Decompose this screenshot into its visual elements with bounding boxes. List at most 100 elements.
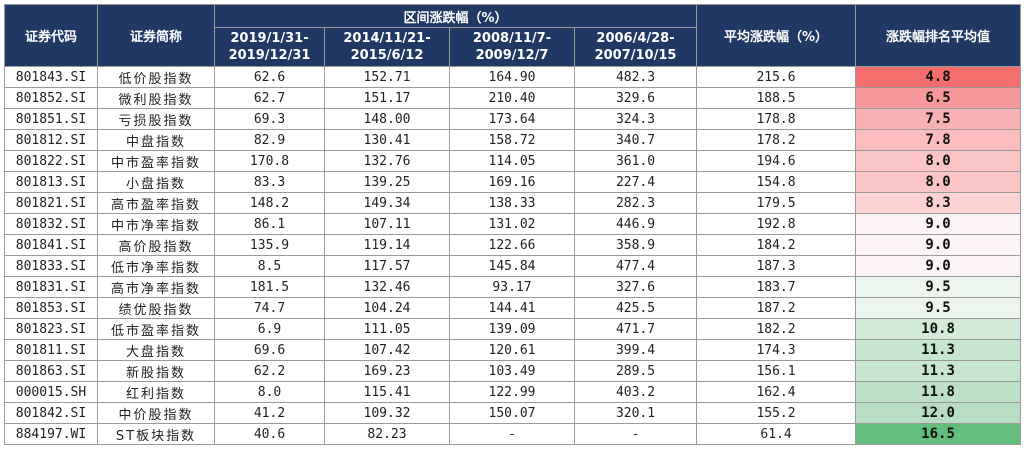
cell-period-4: 320.1 (573, 402, 698, 424)
cell-avg: 156.1 (696, 360, 857, 382)
header-period-2: 2014/11/21- 2015/6/12 (324, 27, 450, 67)
cell-name: 低市净率指数 (97, 255, 215, 277)
cell-avg: 178.2 (696, 129, 857, 151)
cell-period-3: 122.99 (449, 381, 575, 403)
cell-avg: 174.3 (696, 339, 857, 361)
cell-period-3: 138.33 (449, 192, 575, 214)
cell-period-1: 170.8 (214, 150, 325, 172)
cell-avg: 188.5 (696, 87, 857, 109)
cell-period-2: 109.32 (324, 402, 450, 424)
cell-period-2: 111.05 (324, 318, 450, 340)
cell-code: 884197.WI (4, 423, 98, 445)
cell-period-3: 122.66 (449, 234, 575, 256)
cell-rank-avg: 11.3 (855, 339, 1022, 361)
cell-code: 801853.SI (4, 297, 98, 319)
header-name: 证券简称 (97, 4, 215, 67)
cell-period-3: - (449, 423, 575, 445)
cell-period-1: 8.0 (214, 381, 325, 403)
cell-code: 801852.SI (4, 87, 98, 109)
cell-period-1: 82.9 (214, 129, 325, 151)
cell-period-1: 135.9 (214, 234, 325, 256)
cell-rank-avg: 8.0 (855, 150, 1022, 172)
cell-period-2: 107.11 (324, 213, 450, 235)
cell-period-3: 173.64 (449, 108, 575, 130)
cell-name: 大盘指数 (97, 339, 215, 361)
header-interval-group: 区间涨跌幅（%） (213, 4, 698, 28)
cell-name: 高市盈率指数 (97, 192, 215, 214)
table-row: 884197.WI ST板块指数 40.6 82.23- -61.4 16.5 (4, 423, 1022, 445)
cell-avg: 61.4 (696, 423, 857, 445)
cell-period-2: 151.17 (324, 87, 450, 109)
cell-name: 中盘指数 (97, 129, 215, 151)
cell-avg: 179.5 (696, 192, 857, 214)
table-row: 801813.SI 小盘指数 83.3 139.25 169.16 227.4 154.8 8… (4, 171, 1022, 193)
cell-avg: 183.7 (696, 276, 857, 298)
cell-rank-avg: 4.8 (855, 66, 1022, 88)
cell-rank-avg: 7.5 (855, 108, 1022, 130)
cell-rank-avg: 9.5 (855, 297, 1022, 319)
header-period-4: 2006/4/28- 2007/10/15 (573, 27, 698, 67)
cell-period-3: 150.07 (449, 402, 575, 424)
cell-period-2: 130.41 (324, 129, 450, 151)
cell-period-2: 119.14 (324, 234, 450, 256)
cell-period-1: 69.3 (214, 108, 325, 130)
cell-period-4: 358.9 (573, 234, 698, 256)
cell-avg: 187.3 (696, 255, 857, 277)
cell-rank-avg: 9.0 (855, 213, 1022, 235)
cell-rank-avg: 12.0 (855, 402, 1022, 424)
cell-name: 微利股指数 (97, 87, 215, 109)
cell-period-3: 120.61 (449, 339, 575, 361)
cell-code: 801863.SI (4, 360, 98, 382)
cell-period-3: 158.72 (449, 129, 575, 151)
table-row: 801833.SI 低市净率指数 8.5 117.57 145.84 477.4 187.3… (4, 255, 1022, 277)
cell-period-1: 181.5 (214, 276, 325, 298)
cell-name: 亏损股指数 (97, 108, 215, 130)
cell-period-1: 62.6 (214, 66, 325, 88)
cell-code: 801851.SI (4, 108, 98, 130)
cell-name: 低市盈率指数 (97, 318, 215, 340)
cell-code: 801823.SI (4, 318, 98, 340)
cell-avg: 184.2 (696, 234, 857, 256)
table-body: 801843.SI 低价股指数 62.6 152.71 164.90 482.3 215.6… (4, 66, 1022, 445)
cell-avg: 194.6 (696, 150, 857, 172)
cell-period-4: 227.4 (573, 171, 698, 193)
cell-name: 低价股指数 (97, 66, 215, 88)
cell-period-4: 477.4 (573, 255, 698, 277)
cell-period-4: 403.2 (573, 381, 698, 403)
cell-period-2: 117.57 (324, 255, 450, 277)
cell-code: 801842.SI (4, 402, 98, 424)
cell-period-4: 446.9 (573, 213, 698, 235)
cell-code: 801841.SI (4, 234, 98, 256)
cell-code: 801833.SI (4, 255, 98, 277)
cell-period-2: 148.00 (324, 108, 450, 130)
cell-period-3: 169.16 (449, 171, 575, 193)
table-row: 801823.SI 低市盈率指数 6.9 111.05 139.09 471.7 182.2… (4, 318, 1022, 340)
cell-name: 中市盈率指数 (97, 150, 215, 172)
cell-period-3: 139.09 (449, 318, 575, 340)
cell-rank-avg: 11.3 (855, 360, 1022, 382)
cell-rank-avg: 9.5 (855, 276, 1022, 298)
cell-avg: 155.2 (696, 402, 857, 424)
cell-rank-avg: 7.8 (855, 129, 1022, 151)
cell-period-1: 6.9 (214, 318, 325, 340)
cell-period-3: 210.40 (449, 87, 575, 109)
cell-code: 801822.SI (4, 150, 98, 172)
cell-period-4: 482.3 (573, 66, 698, 88)
table-row: 801821.SI 高市盈率指数 148.2 149.34 138.33 282.3 179… (4, 192, 1022, 214)
performance-table-container: 证券代码 证券简称 区间涨跌幅（%） 平均涨跌幅（%） 涨跌幅排名平均值 201… (4, 4, 1022, 445)
cell-period-3: 114.05 (449, 150, 575, 172)
cell-name: 红利指数 (97, 381, 215, 403)
cell-avg: 154.8 (696, 171, 857, 193)
table-row: 801853.SI 绩优股指数 74.7 104.24 144.41 425.5 187.2… (4, 297, 1022, 319)
cell-rank-avg: 8.3 (855, 192, 1022, 214)
cell-name: 中价股指数 (97, 402, 215, 424)
cell-period-4: 340.7 (573, 129, 698, 151)
cell-rank-avg: 11.8 (855, 381, 1022, 403)
table-row: 801811.SI 大盘指数 69.6 107.42 120.61 399.4 174.3 1… (4, 339, 1022, 361)
cell-period-1: 148.2 (214, 192, 325, 214)
cell-rank-avg: 8.0 (855, 171, 1022, 193)
cell-period-3: 131.02 (449, 213, 575, 235)
cell-name: 绩优股指数 (97, 297, 215, 319)
performance-table: 证券代码 证券简称 区间涨跌幅（%） 平均涨跌幅（%） 涨跌幅排名平均值 201… (4, 4, 1022, 445)
cell-period-1: 40.6 (214, 423, 325, 445)
